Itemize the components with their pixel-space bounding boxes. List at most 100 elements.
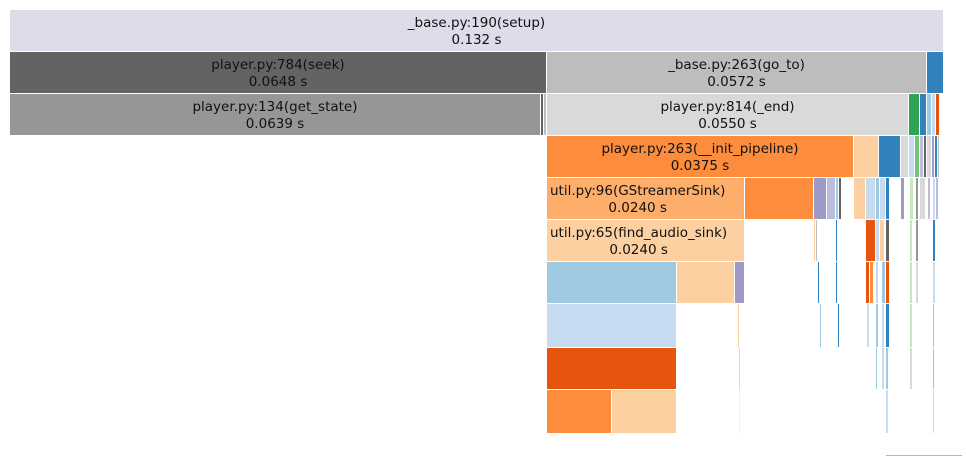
frame-unlabeled[interactable]: [854, 178, 866, 220]
divider: [886, 455, 962, 456]
frame-unlabeled[interactable]: [854, 136, 879, 178]
frame-unlabeled[interactable]: [920, 178, 926, 220]
frame-unlabeled[interactable]: [935, 136, 938, 178]
frame-unlabeled[interactable]: [547, 348, 677, 390]
frame-get-state[interactable]: player.py:134(get_state) 0.0639 s: [10, 94, 541, 136]
frame-unlabeled[interactable]: [866, 220, 876, 262]
frame-unlabeled[interactable]: [738, 304, 740, 348]
frame-name: _base.py:190(setup): [407, 15, 546, 31]
frame-unlabeled[interactable]: [739, 348, 741, 390]
frame-unlabeled[interactable]: [866, 178, 876, 220]
frame-unlabeled[interactable]: [882, 262, 886, 304]
frame-unlabeled[interactable]: [739, 390, 741, 434]
frame-unlabeled[interactable]: [677, 262, 735, 304]
frame-name: player.py:784(seek): [211, 57, 345, 73]
frame-unlabeled[interactable]: [867, 304, 870, 348]
frame-unlabeled[interactable]: [932, 94, 936, 136]
frame-unlabeled[interactable]: [745, 178, 814, 220]
frame-unlabeled[interactable]: [886, 304, 890, 348]
frame-unlabeled[interactable]: [936, 94, 940, 136]
frame-unlabeled[interactable]: [842, 178, 854, 220]
frame-end[interactable]: player.py:814(_end) 0.0550 s: [547, 94, 909, 136]
frame-unlabeled[interactable]: [838, 304, 840, 348]
frame-name: player.py:814(_end): [660, 99, 795, 115]
frame-unlabeled[interactable]: [910, 304, 913, 348]
frame-unlabeled[interactable]: [915, 136, 920, 178]
frame-unlabeled[interactable]: [814, 178, 827, 220]
frame-unlabeled[interactable]: [547, 304, 677, 348]
frame-unlabeled[interactable]: [612, 390, 677, 434]
frame-unlabeled[interactable]: [933, 304, 935, 348]
frame-time: 0.0648 s: [248, 74, 308, 90]
frame-unlabeled[interactable]: [924, 136, 927, 178]
frame-unlabeled[interactable]: [876, 178, 880, 220]
frame-unlabeled[interactable]: [890, 178, 901, 220]
frame-unlabeled[interactable]: [820, 304, 822, 348]
frame-unlabeled[interactable]: [886, 262, 890, 304]
frame-unlabeled[interactable]: [866, 262, 870, 304]
frame-unlabeled[interactable]: [927, 94, 932, 136]
frame-unlabeled[interactable]: [933, 178, 936, 220]
frame-find-audio-sink[interactable]: util.py:65(find_audio_sink) 0.0240 s: [547, 220, 745, 262]
frame-name: util.py:96(GStreamerSink): [550, 183, 726, 199]
frame-unlabeled[interactable]: [910, 220, 913, 262]
frame-unlabeled[interactable]: [910, 262, 913, 304]
frame-unlabeled[interactable]: [836, 178, 839, 220]
frame-time: 0.0550 s: [698, 116, 757, 132]
frame-unlabeled[interactable]: [882, 348, 885, 390]
frame-unlabeled[interactable]: [544, 94, 547, 136]
frame-unlabeled[interactable]: [916, 262, 919, 304]
frame-unlabeled[interactable]: [909, 136, 915, 178]
frame-unlabeled[interactable]: [901, 136, 909, 178]
frame-unlabeled[interactable]: [880, 178, 886, 220]
frame-unlabeled[interactable]: [936, 178, 939, 220]
frame-seek[interactable]: player.py:784(seek) 0.0648 s: [10, 52, 547, 94]
frame-unlabeled[interactable]: [928, 178, 931, 220]
frame-unlabeled[interactable]: [876, 348, 878, 390]
frame-unlabeled[interactable]: [886, 348, 889, 390]
frame-unlabeled[interactable]: [827, 178, 836, 220]
frame-unlabeled[interactable]: [735, 262, 745, 304]
frame-unlabeled[interactable]: [933, 348, 935, 390]
frame-unlabeled[interactable]: [920, 94, 927, 136]
frame-unlabeled[interactable]: [901, 178, 905, 220]
frame-unlabeled[interactable]: [879, 136, 901, 178]
frame-unlabeled[interactable]: [836, 220, 838, 262]
frame-unlabeled[interactable]: [905, 178, 910, 220]
frame-setup[interactable]: _base.py:190(setup) 0.132 s: [10, 10, 944, 52]
frame-unlabeled[interactable]: [836, 262, 838, 304]
frame-unlabeled[interactable]: [547, 390, 612, 434]
frame-unlabeled[interactable]: [933, 220, 936, 262]
frame-unlabeled[interactable]: [886, 178, 890, 220]
frame-unlabeled[interactable]: [916, 178, 919, 220]
frame-unlabeled[interactable]: [933, 262, 936, 304]
frame-init-pipeline[interactable]: player.py:263(__init_pipeline) 0.0375 s: [547, 136, 854, 178]
frame-unlabeled[interactable]: [933, 390, 935, 434]
frame-unlabeled[interactable]: [886, 390, 889, 434]
frame-unlabeled[interactable]: [876, 220, 880, 262]
frame-unlabeled[interactable]: [880, 220, 885, 262]
frame-unlabeled[interactable]: [876, 304, 879, 348]
frame-unlabeled[interactable]: [876, 262, 879, 304]
frame-unlabeled[interactable]: [910, 178, 914, 220]
frame-unlabeled[interactable]: [816, 220, 818, 262]
frame-unlabeled[interactable]: [814, 220, 816, 262]
frame-unlabeled[interactable]: [839, 178, 842, 220]
frame-name: player.py:134(get_state): [192, 99, 358, 115]
frame-unlabeled[interactable]: [541, 94, 544, 136]
frame-unlabeled[interactable]: [938, 136, 940, 178]
frame-unlabeled[interactable]: [909, 94, 920, 136]
frame-unlabeled[interactable]: [886, 220, 890, 262]
frame-unlabeled[interactable]: [882, 304, 885, 348]
frame-unlabeled[interactable]: [920, 136, 924, 178]
frame-gstreamer-sink[interactable]: util.py:96(GStreamerSink) 0.0240 s: [547, 178, 745, 220]
frame-unlabeled[interactable]: [910, 348, 913, 390]
frame-unlabeled[interactable]: [818, 262, 820, 304]
frame-go-to[interactable]: _base.py:263(go_to) 0.0572 s: [547, 52, 927, 94]
frame-unlabeled[interactable]: [547, 262, 677, 304]
frame-unlabeled[interactable]: [932, 136, 935, 178]
frame-unlabeled[interactable]: [927, 136, 932, 178]
frame-unlabeled[interactable]: [870, 262, 874, 304]
frame-unlabeled[interactable]: [927, 52, 944, 94]
frame-unlabeled[interactable]: [916, 220, 919, 262]
